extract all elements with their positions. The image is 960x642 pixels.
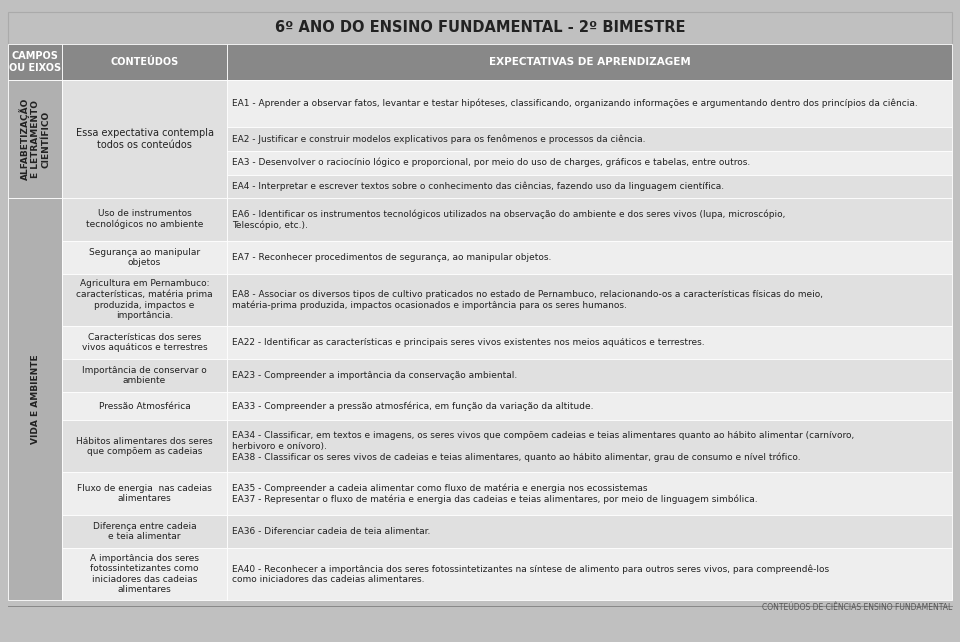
Bar — [227, 127, 952, 151]
Text: CAMPOS
OU EIXOS: CAMPOS OU EIXOS — [9, 51, 61, 73]
Bar — [62, 198, 227, 241]
Bar — [62, 326, 227, 359]
Bar — [227, 392, 952, 421]
Bar — [62, 274, 227, 326]
Bar — [227, 421, 952, 473]
Text: Importância de conservar o
ambiente: Importância de conservar o ambiente — [83, 366, 206, 385]
Text: EA23 - Compreender a importância da conservação ambiental.: EA23 - Compreender a importância da cons… — [232, 371, 517, 380]
Text: EA4 - Interpretar e escrever textos sobre o conhecimento das ciências, fazendo u: EA4 - Interpretar e escrever textos sobr… — [232, 182, 724, 191]
Bar — [62, 473, 227, 515]
Text: EA40 - Reconhecer a importância dos seres fotossintetizantes na síntese de alime: EA40 - Reconhecer a importância dos sere… — [232, 564, 829, 584]
Bar — [227, 151, 952, 175]
Text: A importância dos seres
fotossintetizantes como
iniciadores das cadeias
alimenta: A importância dos seres fotossintetizant… — [90, 554, 199, 594]
Bar — [62, 359, 227, 392]
Bar — [227, 473, 952, 515]
Bar — [62, 241, 227, 274]
Text: EA6 - Identificar os instrumentos tecnológicos utilizados na observação do ambie: EA6 - Identificar os instrumentos tecnol… — [232, 209, 785, 230]
Bar — [8, 80, 62, 198]
Bar — [62, 515, 227, 548]
Bar — [227, 515, 952, 548]
Text: Segurança ao manipular
objetos: Segurança ao manipular objetos — [89, 248, 200, 267]
Text: ALFABETIZAÇÃO
E LETRAMENTO
CIENTÍFICO: ALFABETIZAÇÃO E LETRAMENTO CIENTÍFICO — [19, 98, 51, 180]
Bar — [227, 548, 952, 600]
Text: EXPECTATIVAS DE APRENDIZAGEM: EXPECTATIVAS DE APRENDIZAGEM — [489, 57, 690, 67]
Text: 6º ANO DO ENSINO FUNDAMENTAL - 2º BIMESTRE: 6º ANO DO ENSINO FUNDAMENTAL - 2º BIMEST… — [275, 21, 685, 35]
Bar — [62, 44, 227, 80]
Text: Características dos seres
vivos aquáticos e terrestres: Características dos seres vivos aquático… — [82, 333, 207, 352]
Text: Diferença entre cadeia
e teia alimentar: Diferença entre cadeia e teia alimentar — [93, 522, 196, 541]
Bar — [227, 44, 952, 80]
Text: VIDA E AMBIENTE: VIDA E AMBIENTE — [31, 354, 39, 444]
Bar — [8, 198, 62, 600]
Text: Agricultura em Pernambuco:
características, matéria prima
produzida, impactos e
: Agricultura em Pernambuco: característic… — [76, 279, 213, 320]
Text: EA8 - Associar os diversos tipos de cultivo praticados no estado de Pernambuco, : EA8 - Associar os diversos tipos de cult… — [232, 290, 823, 310]
Text: EA36 - Diferenciar cadeia de teia alimentar.: EA36 - Diferenciar cadeia de teia alimen… — [232, 527, 430, 536]
Bar — [227, 80, 952, 127]
Bar — [227, 241, 952, 274]
Bar — [227, 198, 952, 241]
Text: EA1 - Aprender a observar fatos, levantar e testar hipóteses, classificando, org: EA1 - Aprender a observar fatos, levanta… — [232, 99, 918, 108]
Bar — [8, 12, 952, 44]
Text: EA3 - Desenvolver o raciocínio lógico e proporcional, por meio do uso de charges: EA3 - Desenvolver o raciocínio lógico e … — [232, 158, 751, 168]
Bar — [8, 44, 62, 80]
Text: CONTEÚDOS: CONTEÚDOS — [110, 57, 179, 67]
Bar — [227, 326, 952, 359]
Text: EA35 - Compreender a cadeia alimentar como fluxo de matéria e energia nos ecossi: EA35 - Compreender a cadeia alimentar co… — [232, 483, 757, 504]
Text: Pressão Atmosférica: Pressão Atmosférica — [99, 402, 190, 411]
Text: Essa expectativa contempla
todos os conteúdos: Essa expectativa contempla todos os cont… — [76, 128, 213, 150]
Text: EA2 - Justificar e construir modelos explicativos para os fenômenos e processos : EA2 - Justificar e construir modelos exp… — [232, 134, 645, 144]
Bar — [62, 421, 227, 473]
Bar — [227, 359, 952, 392]
Text: Uso de instrumentos
tecnológicos no ambiente: Uso de instrumentos tecnológicos no ambi… — [85, 209, 204, 229]
Text: Fluxo de energia  nas cadeias
alimentares: Fluxo de energia nas cadeias alimentares — [77, 484, 212, 503]
Text: CONTEÚDOS DE CIÊNCIAS ENSINO FUNDAMENTAL: CONTEÚDOS DE CIÊNCIAS ENSINO FUNDAMENTAL — [761, 603, 952, 612]
Bar — [62, 548, 227, 600]
Text: Hábitos alimentares dos seres
que compõem as cadeias: Hábitos alimentares dos seres que compõe… — [76, 437, 213, 456]
Text: EA22 - Identificar as características e principais seres vivos existentes nos me: EA22 - Identificar as características e … — [232, 338, 705, 347]
Text: EA7 - Reconhecer procedimentos de segurança, ao manipular objetos.: EA7 - Reconhecer procedimentos de segura… — [232, 253, 551, 262]
Bar — [227, 175, 952, 198]
Bar — [62, 392, 227, 421]
Text: EA33 - Compreender a pressão atmosférica, em função da variação da altitude.: EA33 - Compreender a pressão atmosférica… — [232, 401, 593, 411]
Bar — [227, 274, 952, 326]
Bar — [62, 80, 227, 198]
Text: EA34 - Classificar, em textos e imagens, os seres vivos que compõem cadeias e te: EA34 - Classificar, em textos e imagens,… — [232, 431, 854, 462]
